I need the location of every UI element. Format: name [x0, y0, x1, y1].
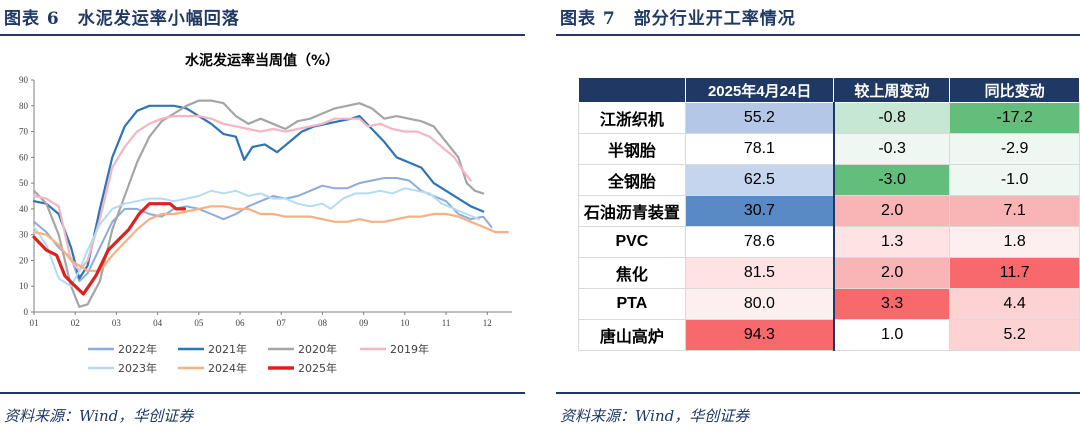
chart-legend: 2022年 2021年 2020年 2019年 2023年 2024年 2025年	[88, 342, 429, 375]
value-cell: 81.5	[684, 257, 835, 289]
table-row: 石油沥青装置 30.7 2.0 7.1	[578, 195, 1080, 227]
yoy-change-cell: -17.2	[949, 102, 1080, 134]
row-label: 江浙织机	[578, 102, 686, 134]
yoy-change-cell: 7.1	[949, 195, 1080, 227]
value-cell: 94.3	[684, 319, 835, 351]
y-tick-label: 30	[19, 230, 29, 240]
yoy-change-cell: -2.9	[949, 133, 1080, 165]
x-tick-label: 06	[236, 318, 246, 328]
x-tick-label: 10	[400, 318, 410, 328]
y-tick-label: 50	[19, 178, 29, 188]
x-tick-label: 05	[194, 318, 204, 328]
value-cell: 78.6	[684, 226, 835, 258]
value-cell: 55.2	[684, 102, 835, 134]
table-header-yoy-change: 同比变动	[949, 77, 1080, 103]
series-line-2022年	[33, 177, 493, 283]
row-label: 唐山高炉	[578, 319, 686, 351]
left-source: 资料来源：Wind，华创证券	[4, 407, 194, 425]
series-line-2023年	[33, 187, 480, 288]
value-cell: 80.0	[684, 288, 835, 320]
legend-label: 2020年	[298, 342, 337, 356]
right-source-rule	[556, 392, 1080, 394]
y-tick-label: 20	[19, 255, 29, 265]
series-line-2024年	[32, 205, 509, 272]
y-tick-label: 60	[19, 152, 29, 162]
table-row: PVC 78.6 1.3 1.8	[578, 226, 1080, 258]
y-tick-label: 0	[24, 307, 29, 317]
left-title-rule	[0, 34, 525, 36]
x-tick-label: 03	[112, 318, 122, 328]
legend-label: 2019年	[390, 342, 429, 356]
row-label: 焦化	[578, 257, 686, 289]
row-label: PTA	[578, 288, 686, 320]
legend-label: 2021年	[208, 342, 247, 356]
chart-lines	[32, 99, 509, 308]
yoy-change-cell: 1.8	[949, 226, 1080, 258]
x-tick-label: 07	[277, 318, 287, 328]
row-label: 半钢胎	[578, 133, 686, 165]
y-tick-label: 10	[19, 281, 29, 291]
y-tick-label: 70	[19, 127, 29, 137]
y-tick-label: 80	[19, 101, 29, 111]
weekly-change-cell: 2.0	[832, 257, 951, 289]
x-tick-label: 01	[30, 318, 39, 328]
x-tick-label: 12	[483, 318, 492, 328]
table-row: 焦化 81.5 2.0 11.7	[578, 257, 1080, 289]
table-header-row: 2025年4月24日 较上周变动 同比变动	[578, 77, 1080, 103]
weekly-change-cell: 2.0	[832, 195, 951, 227]
table-header-date: 2025年4月24日	[684, 77, 835, 103]
row-label: PVC	[578, 226, 686, 258]
series-line-2025年	[32, 202, 186, 296]
x-tick-label: 04	[153, 318, 163, 328]
value-cell: 62.5	[684, 164, 835, 196]
legend-label: 2022年	[118, 342, 157, 356]
series-line-2021年	[32, 104, 485, 280]
weekly-change-cell: -0.8	[832, 102, 951, 134]
row-label: 石油沥青装置	[578, 195, 686, 227]
x-tick-label: 09	[359, 318, 369, 328]
right-title-rule	[556, 34, 1080, 36]
legend-label: 2024年	[208, 361, 247, 375]
x-tick-label: 08	[318, 318, 328, 328]
weekly-change-cell: -3.0	[832, 164, 951, 196]
right-source: 资料来源：Wind，华创证券	[560, 407, 750, 425]
table-header-blank	[578, 77, 686, 103]
right-panel-title: 图表 7 部分行业开工率情况	[560, 9, 796, 29]
left-source-rule	[0, 392, 525, 394]
table-body: 江浙织机 55.2 -0.8 -17.2 半钢胎 78.1 -0.3 -2.9 全钢胎 62.5-…	[578, 102, 1080, 351]
table-header-weekly-change: 较上周变动	[833, 77, 951, 103]
value-cell: 78.1	[684, 133, 835, 165]
x-tick-label: 11	[442, 318, 451, 328]
table-row: 江浙织机 55.2 -0.8 -17.2	[578, 102, 1080, 134]
weekly-change-cell: 3.3	[832, 288, 951, 320]
value-cell: 30.7	[684, 195, 835, 227]
yoy-change-cell: -1.0	[949, 164, 1080, 196]
legend-label: 2023年	[118, 361, 157, 375]
x-tick-label: 02	[71, 318, 80, 328]
left-panel-title: 图表 6 水泥发运率小幅回落	[4, 9, 240, 29]
series-line-2019年	[32, 115, 472, 272]
chart-title: 水泥发运率当周值（%）	[185, 52, 339, 69]
yoy-change-cell: 4.4	[949, 288, 1080, 320]
weekly-change-cell: -0.3	[832, 133, 951, 165]
table-row: 全钢胎 62.5 -3.0 -1.0	[578, 164, 1080, 196]
chart-axes: 0 10 20 30 40 50 60 70 80 90 01 02 03 04 05 06 07 08 09 10 1…	[19, 75, 512, 328]
y-tick-label: 40	[19, 204, 29, 214]
weekly-change-cell: 1.3	[832, 226, 951, 258]
legend-label: 2025年	[298, 361, 337, 375]
y-tick-label: 90	[19, 75, 29, 85]
industry-operating-rate-table: 2025年4月24日 较上周变动 同比变动 江浙织机 55.2 -0.8 -17.2 半…	[578, 77, 1080, 351]
yoy-change-cell: 11.7	[949, 257, 1080, 289]
table-row: 半钢胎 78.1 -0.3 -2.9	[578, 133, 1080, 165]
table-row: PTA 80.0 3.3 4.4	[578, 288, 1080, 320]
yoy-change-cell: 5.2	[949, 319, 1080, 351]
weekly-change-cell: 1.0	[832, 319, 951, 351]
row-label: 全钢胎	[578, 164, 686, 196]
table-row: 唐山高炉 94.3 1.0 5.2	[578, 319, 1080, 351]
